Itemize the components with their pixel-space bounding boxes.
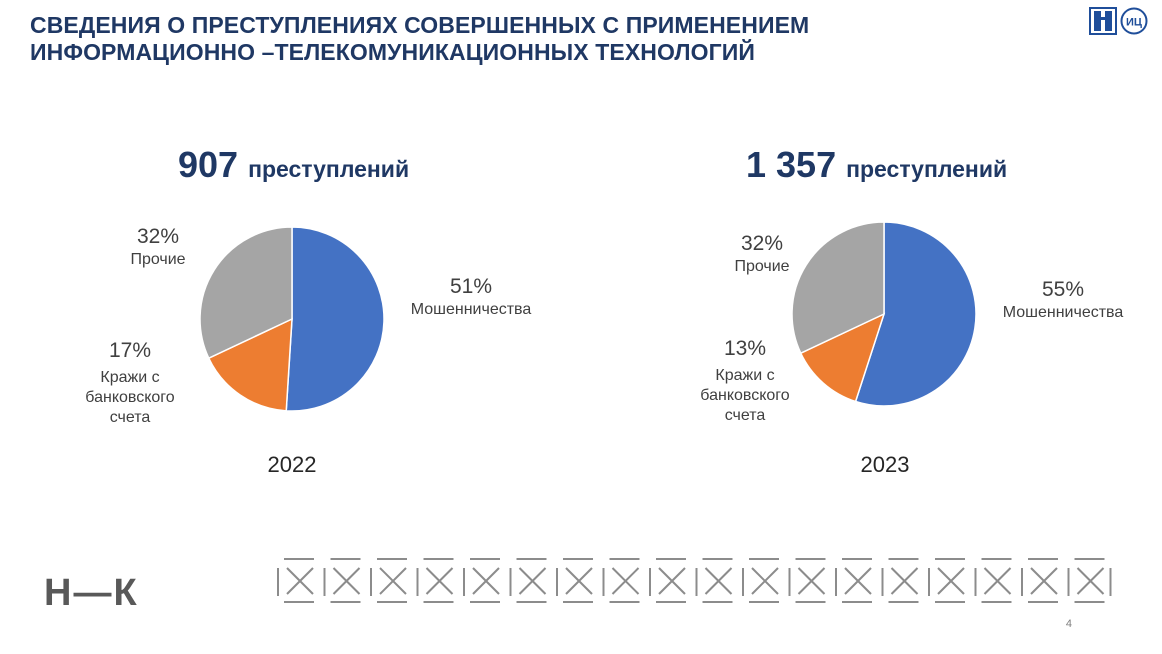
label-other-2022-name: Прочие (130, 251, 186, 268)
stamp-box-icon (1021, 558, 1058, 603)
stamp-box-icon (323, 558, 361, 603)
stamp-box-icon (974, 558, 1012, 603)
pie-chart-2022 (199, 226, 385, 412)
stamp-box-icon (416, 558, 454, 603)
stamp-box-icon (695, 558, 733, 603)
pie-slice-other-2022 (199, 226, 293, 360)
label-other-2023-name: Прочие (734, 258, 790, 275)
pie-slice-fraud-2023 (854, 221, 977, 407)
label-bank-2022-name: Кражи с банковского счета (85, 369, 175, 426)
year-2022: 2022 (267, 452, 317, 477)
stamp-box-icon (277, 558, 314, 603)
stamp-box-icon (556, 558, 593, 603)
total-2022-number: 907 (178, 144, 239, 185)
slide-title: СВЕДЕНИЯ О ПРЕСТУПЛЕНИЯХ СОВЕРШЕННЫХ С П… (30, 12, 990, 66)
pie-slice-fraud-2022 (285, 226, 385, 412)
stamp-box-icon (928, 558, 965, 603)
label-other-2023: 32% Прочие (712, 231, 812, 277)
pie-slice-bank-theft-2022 (207, 317, 293, 412)
label-other-2022-pct: 32% (136, 225, 180, 248)
stamp-box-icon (649, 558, 686, 603)
total-2022: 907 преступлений (178, 144, 409, 186)
label-other-2023-pct: 32% (740, 232, 784, 255)
pie-chart-2023 (791, 221, 977, 407)
slide-title-line-2: ИНФОРМАЦИОННО –ТЕЛЕКОМУНИКАЦИОННЫХ ТЕХНО… (30, 39, 756, 65)
pie-slice-other-2023 (791, 221, 885, 355)
pie-slice-bank-theft-2023 (799, 312, 886, 403)
stamp-box-icon (835, 558, 872, 603)
label-fraud-2023-pct: 55% (1041, 278, 1085, 301)
stamp-box-icon (788, 558, 826, 603)
page-number: 4 (1065, 618, 1072, 630)
stamp-box-icon (463, 558, 500, 603)
stamp-box-icon (881, 558, 919, 603)
stamp-box-icon (509, 558, 547, 603)
stamp-box-icon (602, 558, 640, 603)
label-bank-2022-pct: 17% (108, 339, 152, 362)
label-bank-2023-pct: 13% (723, 337, 767, 360)
ic-logo: ИЦ (1120, 7, 1148, 35)
slide-title-line-1: СВЕДЕНИЯ О ПРЕСТУПЛЕНИЯХ СОВЕРШЕННЫХ С П… (30, 12, 810, 38)
label-bank-2023-name: Кражи с банковского счета (700, 367, 790, 424)
label-bank-2023: 13% Кражи с банковского счета (655, 336, 835, 426)
brand-logo: Н—К (44, 572, 139, 614)
stamp-box-icon (370, 558, 407, 603)
label-fraud-2022: 51% Мошенничества (396, 274, 546, 320)
stamp-box-icon (742, 558, 779, 603)
label-other-2022: 32% Прочие (108, 224, 208, 270)
ministry-emblem-icon (1089, 7, 1117, 35)
ic-logo-text: ИЦ (1126, 17, 1142, 29)
year-2023: 2023 (860, 452, 910, 477)
label-fraud-2022-name: Мошенничества (410, 301, 532, 318)
label-bank-2022: 17% Кражи с банковского счета (40, 338, 220, 428)
decorative-stamp-row (277, 558, 1112, 603)
label-fraud-2023: 55% Мошенничества (988, 277, 1138, 323)
stamp-box-icon (1067, 558, 1112, 603)
total-2022-word: преступлений (248, 156, 410, 182)
total-2023-number: 1 357 (746, 144, 837, 185)
label-fraud-2022-pct: 51% (449, 275, 493, 298)
label-fraud-2023-name: Мошенничества (1002, 304, 1124, 321)
total-2023-word: преступлений (846, 156, 1008, 182)
total-2023: 1 357 преступлений (746, 144, 1007, 186)
